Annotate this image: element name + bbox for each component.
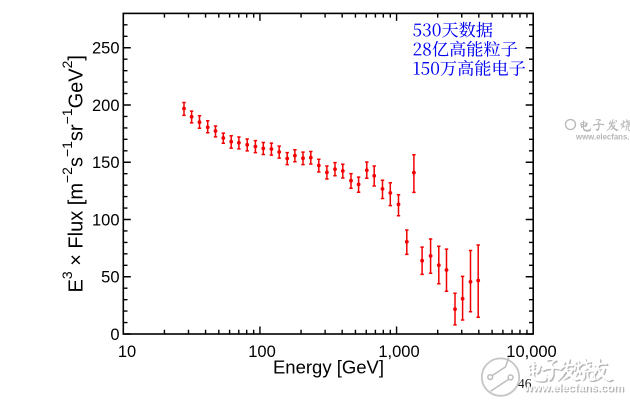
svg-text:Energy [GeV]: Energy [GeV] — [273, 357, 384, 378]
svg-text:150: 150 — [92, 154, 120, 172]
svg-text:www.elecfans.com: www.elecfans.com — [524, 383, 625, 395]
svg-text:www.elecfans.com: www.elecfans.com — [575, 133, 630, 142]
svg-text:0: 0 — [110, 326, 119, 344]
svg-text:100: 100 — [92, 211, 120, 229]
svg-text:10: 10 — [118, 343, 136, 361]
svg-text:46: 46 — [518, 376, 532, 391]
svg-text:200: 200 — [92, 97, 120, 115]
svg-text:10,000: 10,000 — [506, 343, 556, 361]
svg-text:100: 100 — [248, 343, 276, 361]
svg-text:1,000: 1,000 — [378, 343, 419, 361]
svg-text:www.elecfans.com: www.elecfans.com — [523, 382, 624, 394]
svg-text:250: 250 — [92, 40, 120, 58]
svg-text:50: 50 — [101, 269, 119, 287]
